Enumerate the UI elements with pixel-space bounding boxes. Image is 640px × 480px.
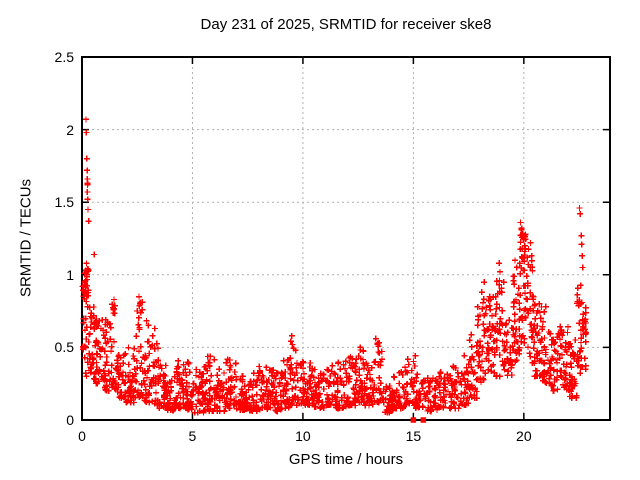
y-tick-label: 1 <box>66 266 74 283</box>
y-tick-label: 0.5 <box>54 339 74 356</box>
y-tick-label: 0 <box>66 412 74 428</box>
y-tick-label: 2 <box>66 121 74 138</box>
x-tick-label: 20 <box>516 428 532 444</box>
chart-title: Day 231 of 2025, SRMTID for receiver ske… <box>200 16 492 33</box>
y-tick-label: 2.5 <box>54 49 74 65</box>
plot-border <box>81 56 611 421</box>
scatter-points <box>79 116 590 416</box>
x-tick-label: 0 <box>78 428 86 444</box>
x-tick-label: 10 <box>295 428 311 444</box>
x-tick-label: 5 <box>188 428 197 444</box>
y-tick-label: 1.5 <box>54 194 74 211</box>
x-axis-title: GPS time / hours <box>288 451 404 468</box>
zero-marker <box>410 417 417 423</box>
x-tick-label: 15 <box>405 428 422 444</box>
zero-marker <box>420 417 427 423</box>
